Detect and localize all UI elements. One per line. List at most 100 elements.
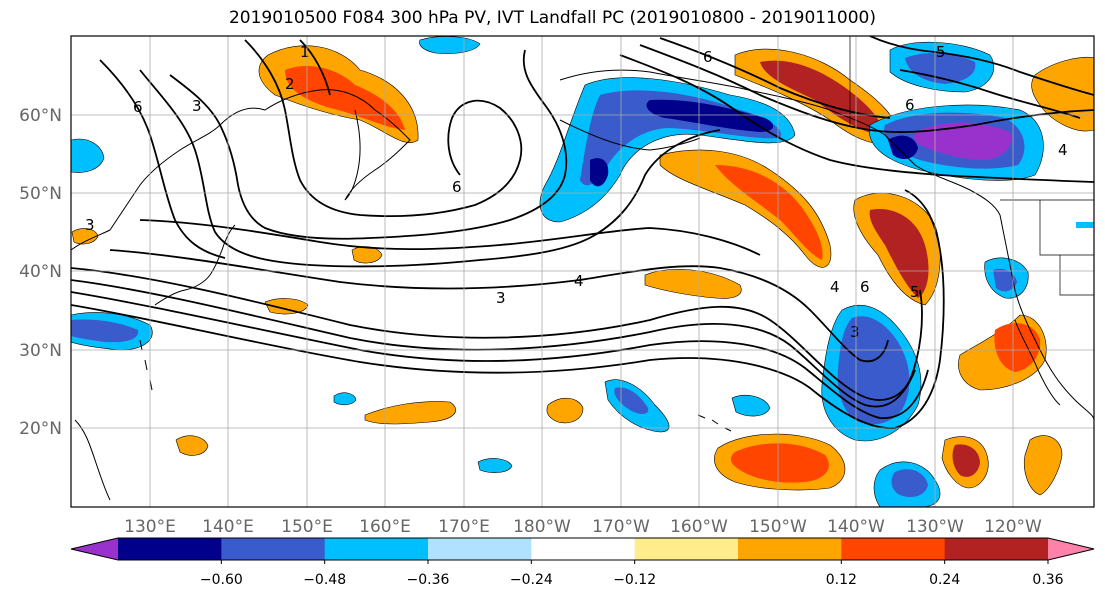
figure-title: 2019010500 F084 300 hPa PV, IVT Landfall… xyxy=(228,8,876,28)
positive-anomaly-small-4 xyxy=(175,435,209,456)
positive-anomaly-northeast-pacific-core xyxy=(715,165,823,260)
coastline-asia xyxy=(71,89,411,251)
contour-label-6: 6 xyxy=(703,48,713,66)
lon-label-130e: 130°E xyxy=(124,517,176,537)
pv-contour-east-1 xyxy=(869,36,1094,96)
lon-label-160w: 160°W xyxy=(670,517,728,537)
pv-contour-layer xyxy=(71,36,1094,429)
pv-contour-8 xyxy=(139,69,721,268)
border-canada-us xyxy=(1000,199,1094,296)
pv-contour-6 xyxy=(139,219,761,256)
contour-label-1: 1 xyxy=(300,43,310,61)
coastline-aleutians xyxy=(559,119,701,151)
colorbar-tick-label: 0.12 xyxy=(826,572,857,588)
lat-label-30n: 30°N xyxy=(19,341,62,361)
pv-contour-north-1 xyxy=(639,44,1094,133)
pv-contour-east-2 xyxy=(899,69,1081,119)
colorbar-segment xyxy=(531,538,636,560)
coastline-japan xyxy=(154,224,236,306)
colorbar: −0.60−0.48−0.36−0.24−0.120.120.240.360.4… xyxy=(70,537,1095,588)
contour-labels: 1 2 3 4 5 6 3 6 6 4 6 3 6 4 3 5 xyxy=(85,43,1068,341)
colorbar-segment xyxy=(944,538,1049,560)
lon-label-140e: 140°E xyxy=(202,517,254,537)
contour-label-6e: 6 xyxy=(860,278,870,296)
negative-anomaly-bering-deep-2 xyxy=(590,158,609,187)
colorbar-segment xyxy=(221,538,326,560)
pv-contour-1 xyxy=(71,267,923,401)
contour-label-3c: 3 xyxy=(85,216,95,234)
lon-label-120w: 120°W xyxy=(984,517,1042,537)
positive-anomaly-small-1 xyxy=(546,397,584,424)
colorbar-tick-label: −0.24 xyxy=(510,572,553,588)
contour-label-4c: 4 xyxy=(830,278,840,296)
colorbar-tick-label: −0.36 xyxy=(407,572,450,588)
lat-label-60n: 60°N xyxy=(19,106,62,126)
colorbar-segment xyxy=(118,538,222,560)
positive-anomaly-offshore-trough-core xyxy=(869,209,929,298)
lon-label-150e: 150°E xyxy=(281,517,333,537)
contour-label-3d: 3 xyxy=(850,323,860,341)
contour-label-4: 4 xyxy=(574,272,584,290)
contour-label-5b: 5 xyxy=(910,283,920,301)
positive-anomaly-central-pacific xyxy=(644,268,742,299)
negative-anomaly-small-1 xyxy=(731,395,771,417)
positive-anomaly-california-core xyxy=(994,323,1041,372)
contour-label-6b: 6 xyxy=(452,178,462,196)
contour-label-3b: 3 xyxy=(496,289,506,307)
colorbar-tick-label: 0.36 xyxy=(1032,572,1063,588)
contour-label-3: 3 xyxy=(192,97,202,115)
pv-contour-9 xyxy=(99,59,226,259)
lon-label-140w: 140°W xyxy=(827,517,885,537)
pv-contour-5 xyxy=(109,249,889,363)
lat-label-40n: 40°N xyxy=(19,262,62,282)
positive-anomaly-subtropical-hawaii-core xyxy=(730,443,829,483)
negative-anomaly-west-edge-core xyxy=(71,319,139,343)
colorbar-tick-label: −0.48 xyxy=(303,572,346,588)
lon-label-150w: 150°W xyxy=(749,517,807,537)
negative-anomaly-sea-okhotsk xyxy=(419,36,481,54)
negative-anomaly-british-columbia-navy xyxy=(888,135,918,160)
lon-label-160e: 160°E xyxy=(359,517,411,537)
pv-contour-10 xyxy=(244,39,523,217)
contour-label-4b: 4 xyxy=(1058,141,1068,159)
gridlines xyxy=(71,36,1094,507)
colorbar-segment xyxy=(428,538,532,560)
colorbar-tick-label: −0.12 xyxy=(613,572,656,588)
pv-contour-3 xyxy=(71,291,929,419)
colorbar-segment xyxy=(738,538,842,560)
negative-anomaly-small-2 xyxy=(477,458,513,473)
pv-contour-north-3 xyxy=(619,54,1094,183)
lon-label-180w: 180°W xyxy=(513,517,571,537)
colorbar-extend-low xyxy=(71,538,118,560)
positive-anomaly-northeast-pacific xyxy=(659,149,832,268)
positive-anomaly-west-pacific-strip xyxy=(364,401,456,425)
negative-anomaly-south-core xyxy=(891,469,928,497)
shading-layer xyxy=(71,36,1094,507)
colorbar-segment xyxy=(324,538,429,560)
positive-anomaly-gulf-alaska-core xyxy=(760,60,882,135)
lon-label-170w: 170°W xyxy=(592,517,650,537)
lon-label-130w: 130°W xyxy=(906,517,964,537)
positive-anomaly-mexico xyxy=(1023,435,1063,496)
negative-anomaly-small-3 xyxy=(333,392,357,406)
coastline-philippines xyxy=(74,419,111,501)
pv-contour-north-2 xyxy=(659,37,891,119)
positive-anomaly-kamchatka-core xyxy=(285,65,405,130)
negative-anomaly-british-columbia-deep xyxy=(914,122,1012,160)
colorbar-segments xyxy=(71,538,1094,560)
colorbar-segment xyxy=(634,538,739,560)
lat-label-20n: 20°N xyxy=(19,419,62,439)
negative-anomaly-alaska-north-core xyxy=(905,53,976,84)
coastline-kamchatka xyxy=(344,109,361,201)
colorbar-ticks: −0.60−0.48−0.36−0.24−0.120.120.240.360.4… xyxy=(200,560,1064,588)
negative-anomaly-bering-deep xyxy=(646,99,774,132)
positive-anomaly-baja-core xyxy=(952,444,980,477)
positive-anomaly-northeast-corner xyxy=(1031,56,1094,132)
negative-anomaly-east-edge xyxy=(1076,222,1094,228)
colorbar-outline xyxy=(70,537,1095,561)
map-panel: 1 2 3 4 5 6 3 6 6 4 6 3 6 4 3 5 xyxy=(70,35,1095,508)
map-frame xyxy=(70,35,1095,508)
contour-label-6d: 6 xyxy=(133,98,143,116)
negative-anomaly-hawaii-core xyxy=(614,387,649,414)
